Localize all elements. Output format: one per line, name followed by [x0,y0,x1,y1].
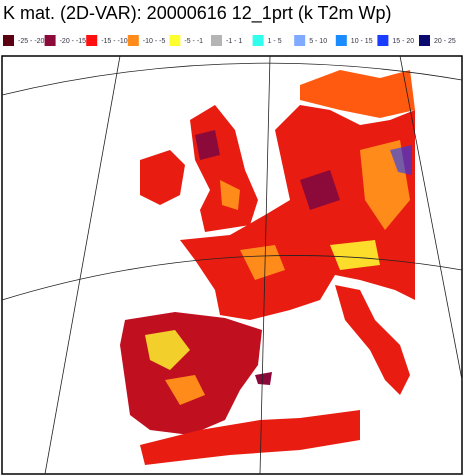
patch [390,145,412,175]
patch [220,180,240,210]
land-field [120,70,415,465]
ireland [140,150,185,205]
legend-swatch [419,35,430,46]
patch [240,245,285,280]
patch [300,170,340,210]
north-coast [300,70,415,118]
patch [330,240,380,270]
patch [195,130,220,160]
patch [165,375,205,405]
legend-label: 15 - 20 [392,38,414,45]
patch [145,330,190,370]
graticule-line [259,55,271,475]
legend-label: 1 - 5 [268,38,282,45]
title: K mat. (2D-VAR): 20000616 12_1prt (k T2m… [3,3,392,24]
legend-label: 5 - 10 [309,38,327,45]
balearic [255,372,272,385]
legend-swatch [335,35,347,46]
legend-swatch [3,35,14,46]
italy [335,285,410,395]
legend-swatch [127,35,139,46]
graticule [1,55,463,475]
legend-label: -1 - 1 [226,38,242,45]
legend-label: -10 - -5 [143,38,166,45]
legend-swatch [294,35,306,46]
legend-swatch [211,35,222,46]
legend-swatch [377,35,389,46]
legend: -25 - -20 -20 - -15 -15 - -10 -10 - -5 -5 - … [3,35,456,46]
graticule-line [44,55,121,475]
map [1,55,463,475]
legend-swatch [252,35,264,46]
legend-swatch [169,35,181,46]
graticule-line [1,255,463,301]
legend-swatch [86,35,98,46]
graticule-line [399,55,463,381]
legend-label: -25 - -20 [18,38,45,45]
legend-label: 20 - 25 [434,38,456,45]
north-africa [140,410,360,465]
graticule-line [1,62,463,96]
legend-label: 10 - 15 [351,38,373,45]
legend-swatch [44,35,56,46]
legend-label: -15 - -10 [101,38,128,45]
legend-label: -5 - -1 [184,38,203,45]
legend-label: -20 - -15 [60,38,87,45]
